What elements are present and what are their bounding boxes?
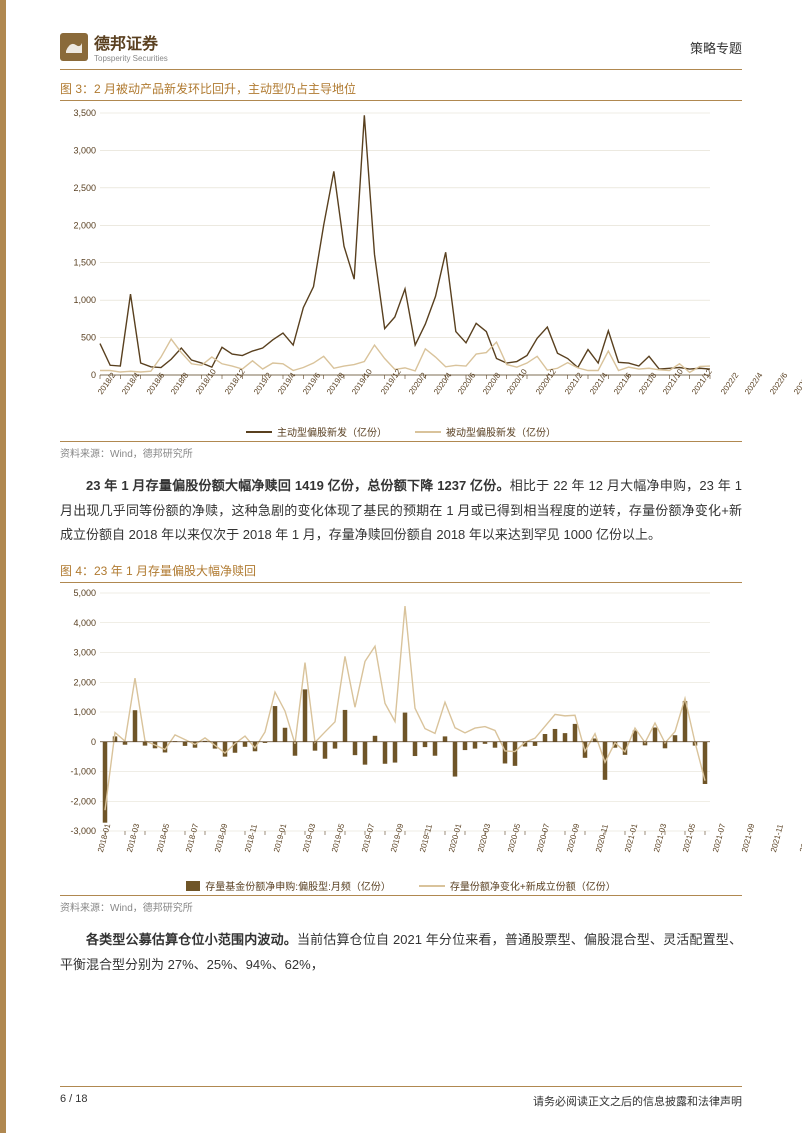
fig4-title: 图 4：23 年 1 月存量偏股大幅净赎回 — [60, 562, 742, 583]
fig3-title: 图 3：2 月被动产品新发环比回升，主动型仍占主导地位 — [60, 80, 742, 101]
svg-text:5,000: 5,000 — [73, 588, 96, 598]
para1-bold: 23 年 1 月存量偏股份额大幅净赎回 1419 亿份，总份额下降 1237 亿… — [86, 478, 510, 493]
svg-text:3,000: 3,000 — [73, 648, 96, 658]
legend-label: 主动型偏股新发（亿份） — [277, 424, 387, 439]
svg-text:4,000: 4,000 — [73, 618, 96, 628]
fig4-chart: -3,000 -2,000 -1,000 0 1,000 2,000 3,000 4,000 5… — [60, 587, 742, 893]
page-header: 德邦证券 Topsperity Securities 策略专题 — [60, 30, 742, 70]
svg-text:-1,000: -1,000 — [70, 767, 96, 777]
svg-text:1,000: 1,000 — [73, 707, 96, 717]
paragraph-2: 各类型公募估算仓位小范围内波动。当前估算仓位自 2021 年分位来看，普通股票型… — [60, 928, 742, 977]
fig3-source: 资料来源：Wind，德邦研究所 — [60, 441, 742, 460]
legend-item: 存量份额净变化+新成立份额（亿份） — [419, 878, 616, 893]
para2-bold: 各类型公募估算仓位小范围内波动。 — [86, 932, 297, 947]
logo: 德邦证券 Topsperity Securities — [60, 30, 168, 63]
fig4-legend: 存量基金份额净申购:偏股型:月频（亿份） 存量份额净变化+新成立份额（亿份） — [60, 878, 742, 893]
svg-text:1,000: 1,000 — [73, 295, 96, 305]
legend-label: 被动型偏股新发（亿份） — [446, 424, 556, 439]
legend-item: 存量基金份额净申购:偏股型:月频（亿份） — [186, 878, 391, 893]
svg-text:0: 0 — [91, 737, 96, 747]
logo-icon — [60, 33, 88, 61]
svg-text:3,000: 3,000 — [73, 145, 96, 155]
footer-disclaimer: 请务必阅读正文之后的信息披露和法律声明 — [533, 1093, 742, 1109]
page-footer: 6 / 18 请务必阅读正文之后的信息披露和法律声明 — [60, 1086, 742, 1109]
svg-text:0: 0 — [91, 370, 96, 380]
page-number: 6 / 18 — [60, 1093, 88, 1109]
legend-item: 被动型偏股新发（亿份） — [415, 424, 556, 439]
fig3-chart: 05001,0001,5002,0002,5003,0003,500 2018/… — [60, 105, 742, 439]
legend-label: 存量基金份额净申购:偏股型:月频（亿份） — [205, 878, 391, 893]
company-name: 德邦证券 — [94, 30, 168, 54]
svg-text:3,500: 3,500 — [73, 108, 96, 118]
legend-item: 主动型偏股新发（亿份） — [246, 424, 387, 439]
svg-text:2,500: 2,500 — [73, 183, 96, 193]
header-topic: 策略专题 — [690, 30, 742, 57]
svg-text:500: 500 — [81, 333, 96, 343]
legend-label: 存量份额净变化+新成立份额（亿份） — [450, 878, 616, 893]
svg-text:2,000: 2,000 — [73, 220, 96, 230]
company-sub: Topsperity Securities — [94, 54, 168, 63]
side-accent-bar — [0, 0, 6, 1133]
svg-text:-2,000: -2,000 — [70, 796, 96, 806]
svg-text:1,500: 1,500 — [73, 258, 96, 268]
paragraph-1: 23 年 1 月存量偏股份额大幅净赎回 1419 亿份，总份额下降 1237 亿… — [60, 474, 742, 548]
fig4-source: 资料来源：Wind，德邦研究所 — [60, 895, 742, 914]
svg-text:2,000: 2,000 — [73, 677, 96, 687]
fig3-legend: 主动型偏股新发（亿份） 被动型偏股新发（亿份） — [60, 424, 742, 439]
svg-text:-3,000: -3,000 — [70, 826, 96, 836]
